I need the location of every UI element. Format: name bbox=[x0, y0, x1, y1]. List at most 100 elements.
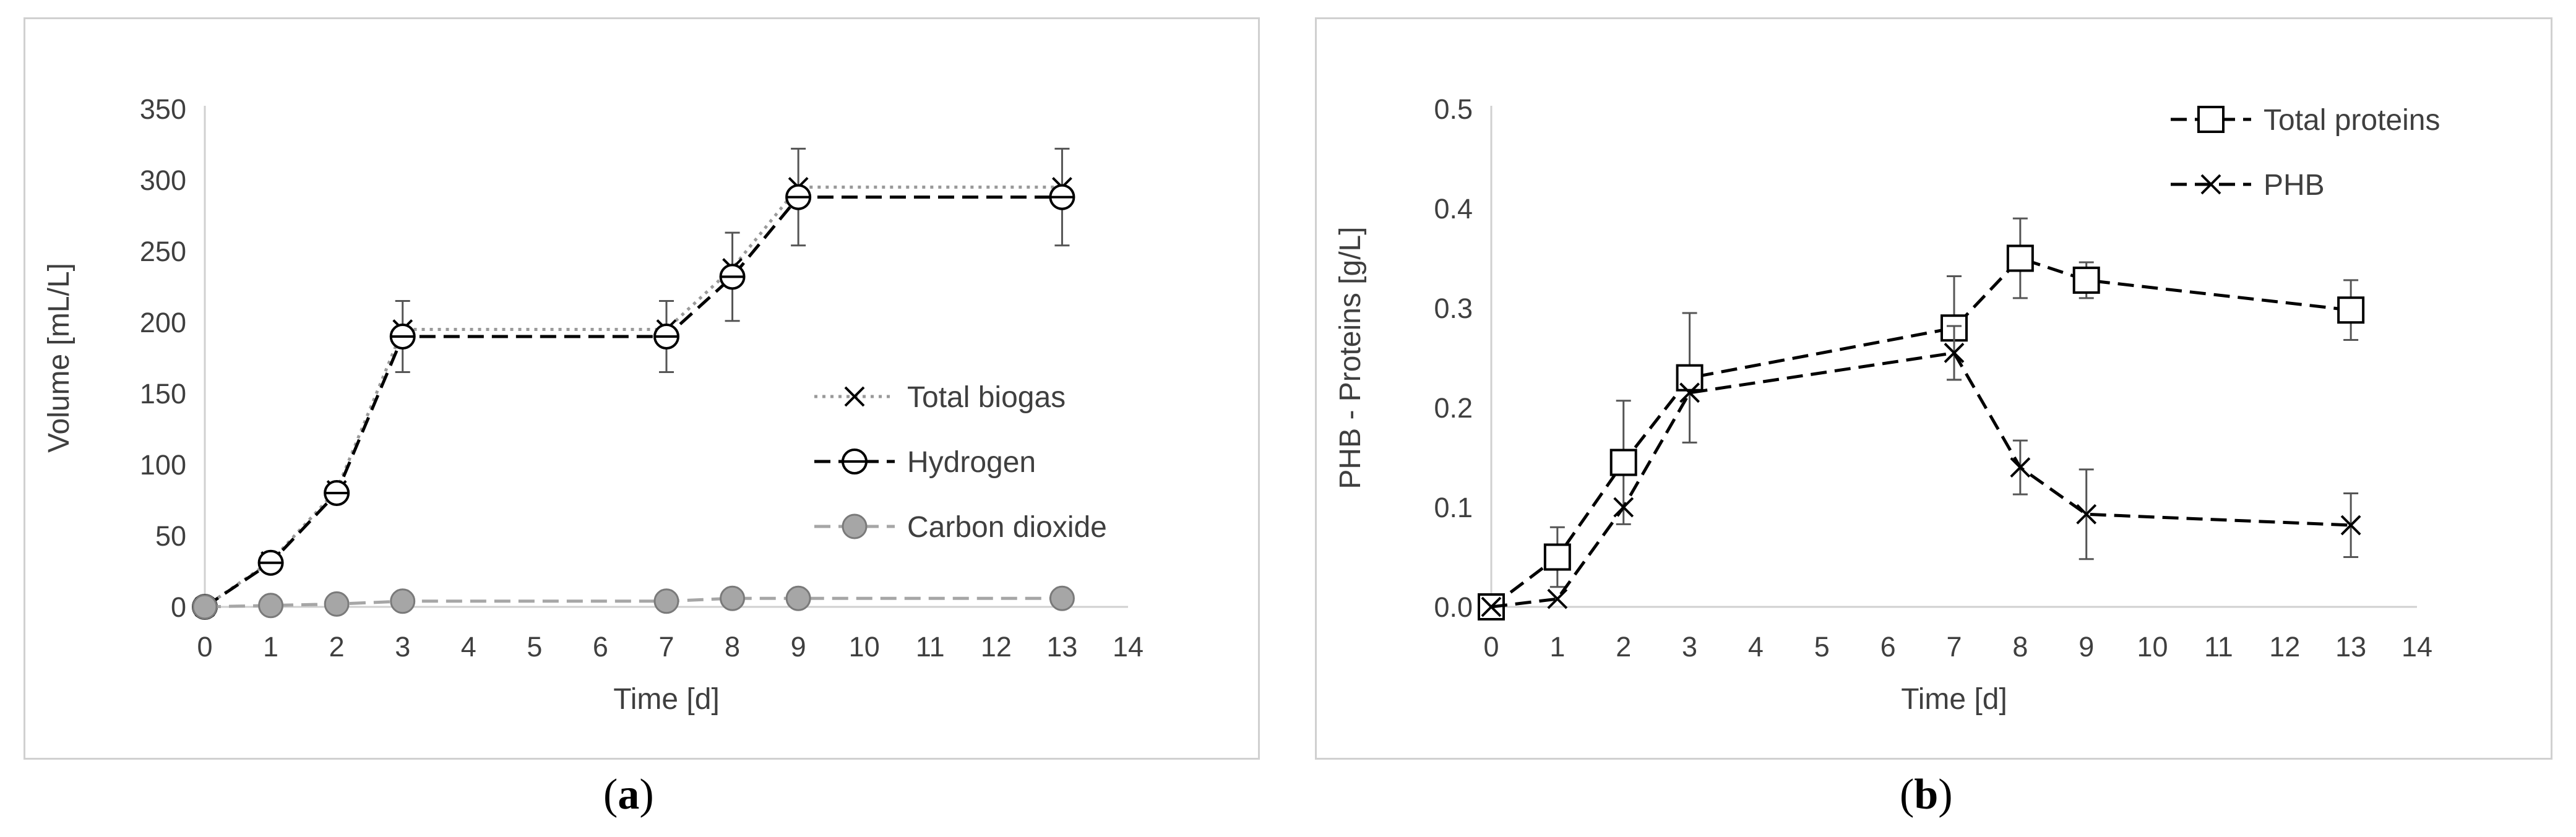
legend-marker-shape bbox=[842, 513, 868, 539]
x-tick-label: 13 bbox=[2335, 631, 2366, 663]
data-point bbox=[1543, 543, 1571, 571]
x-tick-label: 14 bbox=[2402, 631, 2432, 663]
data-point bbox=[324, 591, 350, 617]
legend-marker bbox=[842, 513, 868, 539]
data-point bbox=[192, 594, 218, 620]
x-tick-label: 7 bbox=[658, 631, 674, 663]
data-point-shape bbox=[2337, 296, 2365, 324]
caption-b-letter: b bbox=[1914, 771, 1939, 818]
y-tick-label: 250 bbox=[140, 236, 186, 267]
legend-entry: PHB bbox=[2171, 169, 2325, 202]
data-point bbox=[1609, 449, 1637, 476]
data-point-shape bbox=[324, 591, 350, 617]
data-point bbox=[653, 324, 679, 350]
data-point-shape bbox=[1543, 543, 1571, 571]
data-point-shape bbox=[1481, 596, 1502, 617]
data-point bbox=[1613, 497, 1634, 518]
y-tick-label: 100 bbox=[140, 449, 186, 481]
legend-label: Carbon dioxide bbox=[907, 511, 1107, 544]
legend-marker-shape bbox=[2200, 174, 2221, 195]
x-tick-label: 2 bbox=[329, 631, 345, 663]
legend-entry: Carbon dioxide bbox=[814, 511, 1107, 544]
legend-marker bbox=[2200, 174, 2221, 195]
data-point-shape bbox=[1547, 588, 1568, 609]
data-point bbox=[1481, 596, 1502, 617]
data-point bbox=[1944, 343, 1965, 363]
y-axis-title: Volume [mL/L] bbox=[43, 263, 75, 453]
legend-entry: Total proteins bbox=[2171, 104, 2440, 137]
x-tick-label: 4 bbox=[461, 631, 476, 663]
x-tick-label: 0 bbox=[197, 631, 212, 663]
x-tick-label: 1 bbox=[1549, 631, 1565, 663]
caption-a-letter: a bbox=[618, 771, 640, 818]
series-total-proteins bbox=[1478, 217, 2365, 620]
data-point-shape bbox=[653, 588, 679, 614]
x-tick-label: 1 bbox=[263, 631, 278, 663]
x-tick-label: 8 bbox=[725, 631, 740, 663]
data-point-shape bbox=[2076, 504, 2097, 525]
x-tick-label: 11 bbox=[916, 631, 945, 663]
y-tick-label: 150 bbox=[140, 378, 186, 410]
legend-entry: Total biogas bbox=[814, 381, 1066, 414]
data-point-shape bbox=[192, 594, 218, 620]
data-point-shape bbox=[390, 588, 416, 614]
x-tick-label: 6 bbox=[1880, 631, 1896, 663]
data-point bbox=[719, 264, 746, 290]
data-point bbox=[2076, 504, 2097, 525]
legend-label: Total biogas bbox=[907, 381, 1066, 414]
series-line bbox=[204, 186, 1062, 609]
data-point bbox=[258, 593, 284, 619]
data-point bbox=[785, 184, 812, 210]
data-point-shape bbox=[2010, 457, 2031, 478]
chart-a-svg: 0 1 2 3 4 5 6 7 8 9 10 11 12 13 1405010015020025030035… bbox=[43, 93, 1144, 716]
data-point bbox=[2340, 515, 2361, 536]
data-point bbox=[653, 588, 679, 614]
data-point bbox=[1676, 364, 1704, 392]
data-point bbox=[2337, 296, 2365, 324]
y-tick-label: 0 bbox=[171, 591, 186, 623]
data-point bbox=[390, 588, 416, 614]
legend-marker-shape bbox=[2197, 106, 2225, 133]
y-tick-label: 0.1 bbox=[1434, 492, 1473, 523]
legend-marker-shape bbox=[844, 386, 865, 407]
x-tick-label: 3 bbox=[395, 631, 410, 663]
data-point bbox=[2006, 244, 2034, 272]
x-axis-title: Time [d] bbox=[613, 683, 720, 716]
x-tick-label: 11 bbox=[2204, 631, 2233, 663]
data-point bbox=[1049, 184, 1075, 210]
legend-label: PHB bbox=[2264, 169, 2325, 202]
x-tick-label: 6 bbox=[593, 631, 608, 663]
data-point bbox=[324, 480, 350, 506]
x-tick-label: 3 bbox=[1682, 631, 1697, 663]
caption-a: (a) bbox=[603, 771, 654, 818]
x-tick-label: 12 bbox=[981, 631, 1012, 663]
data-point bbox=[389, 324, 416, 350]
data-point-shape bbox=[785, 585, 811, 611]
x-tick-label: 5 bbox=[527, 631, 542, 663]
x-tick-label: 10 bbox=[849, 631, 880, 663]
x-tick-label: 2 bbox=[1616, 631, 1631, 663]
chart-panel-a: 0 1 2 3 4 5 6 7 8 9 10 11 12 13 14 0 50 100 150 200 250 300 35… bbox=[24, 17, 1260, 760]
data-point bbox=[2010, 457, 2031, 478]
data-point-shape bbox=[2072, 266, 2100, 294]
x-tick-label: 8 bbox=[2012, 631, 2028, 663]
legend-label: Hydrogen bbox=[907, 446, 1036, 479]
y-tick-label: 200 bbox=[140, 307, 186, 338]
x-tick-label: 10 bbox=[2137, 631, 2168, 663]
legend-marker bbox=[844, 386, 865, 407]
y-tick-label: 0.0 bbox=[1434, 591, 1473, 623]
data-point bbox=[1049, 585, 1075, 611]
data-point-shape bbox=[720, 585, 746, 611]
x-tick-label: 14 bbox=[1113, 631, 1144, 663]
data-point bbox=[1547, 588, 1568, 609]
data-point-shape bbox=[2006, 244, 2034, 272]
data-point-shape bbox=[1676, 364, 1704, 392]
data-point bbox=[2072, 266, 2100, 294]
y-axis-title: PHB - Proteins [g/L] bbox=[1334, 226, 1367, 489]
series-line bbox=[1491, 351, 2351, 609]
data-point-shape bbox=[258, 593, 284, 619]
data-point-shape bbox=[2340, 515, 2361, 536]
x-axis-title: Time [d] bbox=[1901, 683, 2007, 716]
data-point bbox=[720, 585, 746, 611]
data-point bbox=[257, 549, 284, 576]
